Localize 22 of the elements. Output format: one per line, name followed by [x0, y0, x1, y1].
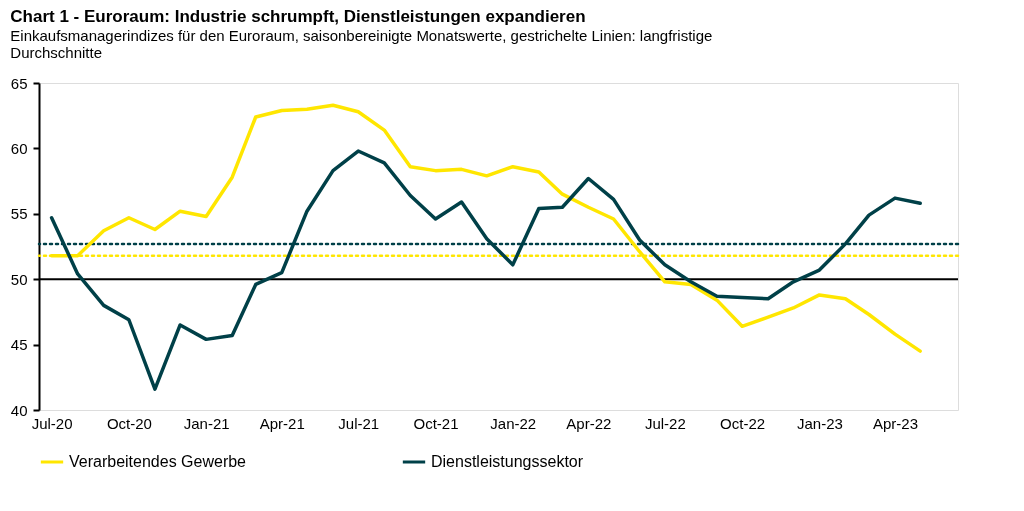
x-tick-label: Apr-22 — [566, 414, 612, 432]
y-tick-label: 55 — [10, 205, 28, 223]
x-tick-label: Apr-23 — [872, 414, 919, 432]
x-tick-label: Jan-21 — [183, 414, 230, 432]
x-tick-label: Jul-22 — [644, 414, 686, 432]
x-tick-label: Jan-22 — [490, 414, 537, 432]
y-tick-label: 60 — [10, 139, 28, 157]
x-tick-label: Jul-20 — [31, 414, 73, 432]
legend-label: Dienstleistungssektor — [431, 453, 584, 470]
legend-label: Verarbeitendes Gewerbe — [69, 453, 247, 470]
y-tick-label: 50 — [10, 270, 28, 288]
chart-title: Chart 1 - Euroraum: Industrie schrumpft, Dienstleistungen expandieren — [10, 7, 586, 26]
chart-subtitle: Einkaufsmanagerindizes für den Euroraum, saisonbereinigte Monatswerte, gestrichelte Linien: langfristige Durchschnitte — [10, 27, 713, 61]
x-tick-label: Apr-21 — [259, 414, 305, 432]
x-tick-label: Oct-20 — [106, 414, 152, 432]
y-tick-label: 45 — [10, 336, 28, 354]
x-tick-label: Oct-21 — [413, 414, 459, 432]
x-tick-label: Jan-23 — [796, 414, 843, 432]
x-tick-label: Jul-21 — [338, 414, 380, 432]
y-tick-label: 40 — [10, 401, 28, 419]
y-tick-label: 65 — [10, 74, 28, 92]
x-tick-label: Oct-22 — [720, 414, 766, 432]
